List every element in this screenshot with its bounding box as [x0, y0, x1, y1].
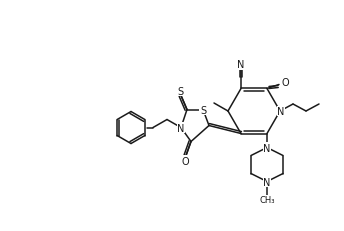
Text: S: S — [200, 105, 206, 115]
Text: N: N — [177, 123, 185, 133]
Text: N: N — [263, 177, 271, 187]
Text: N: N — [237, 60, 245, 70]
Text: S: S — [177, 86, 183, 96]
Text: N: N — [263, 143, 271, 153]
Text: O: O — [281, 78, 289, 88]
Text: O: O — [181, 156, 189, 166]
Text: CH₃: CH₃ — [259, 195, 275, 204]
Text: N: N — [277, 106, 285, 116]
